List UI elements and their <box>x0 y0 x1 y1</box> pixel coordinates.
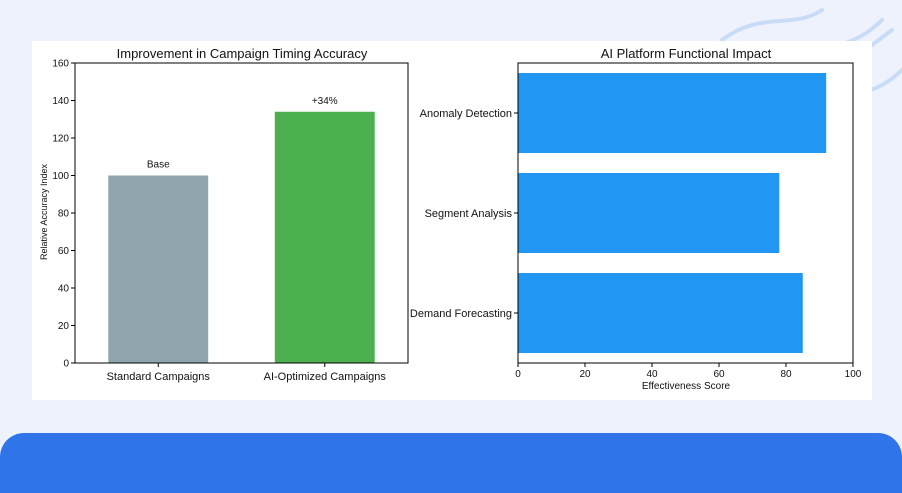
x-tick-label: 0 <box>515 369 521 380</box>
y-tick-label: Demand Forecasting <box>410 308 512 320</box>
x-tick-label: AI-Optimized Campaigns <box>264 371 387 383</box>
y-tick-label: Segment Analysis <box>425 208 513 220</box>
x-tick-label: 100 <box>845 369 862 380</box>
x-tick-label: 40 <box>646 369 658 380</box>
bar-0 <box>108 175 209 363</box>
y-tick-label: 160 <box>52 59 69 70</box>
bar-data-label: Base <box>147 160 170 171</box>
hbar-0 <box>518 73 827 153</box>
bar-data-label: +34% <box>312 96 338 107</box>
x-tick-label: 60 <box>713 369 725 380</box>
hbar-1 <box>518 173 780 253</box>
x-tick-label: 20 <box>579 369 591 380</box>
y-tick-label: 0 <box>63 359 69 370</box>
chart-accuracy: Improvement in Campaign Timing Accuracy … <box>39 46 409 383</box>
y-tick-label: 20 <box>58 321 70 332</box>
accuracy-plot-frame <box>74 62 409 364</box>
accuracy-y-axis-label: Relative Accuracy Index <box>39 163 49 260</box>
y-tick-label: Anomaly Detection <box>420 108 512 120</box>
chart-panel: Improvement in Campaign Timing Accuracy … <box>32 41 872 400</box>
bar-1 <box>274 111 375 363</box>
y-tick-label: 80 <box>58 209 70 220</box>
chart-functional-impact: AI Platform Functional Impact 0 20 40 60 80 1… <box>410 46 862 392</box>
y-tick-label: 120 <box>52 134 69 145</box>
y-tick-label: 100 <box>52 171 69 182</box>
y-tick-label: 140 <box>52 96 69 107</box>
impact-chart-title: AI Platform Functional Impact <box>601 46 772 61</box>
x-tick-label: 80 <box>780 369 792 380</box>
y-tick-label: 60 <box>58 246 70 257</box>
charts-svg: Improvement in Campaign Timing Accuracy … <box>39 46 862 392</box>
accuracy-chart-title: Improvement in Campaign Timing Accuracy <box>117 46 368 61</box>
hbar-2 <box>518 273 803 353</box>
x-tick-label: Standard Campaigns <box>107 371 211 383</box>
footer-band <box>0 433 902 493</box>
y-tick-label: 40 <box>58 284 70 295</box>
impact-x-axis-label: Effectiveness Score <box>642 381 731 392</box>
